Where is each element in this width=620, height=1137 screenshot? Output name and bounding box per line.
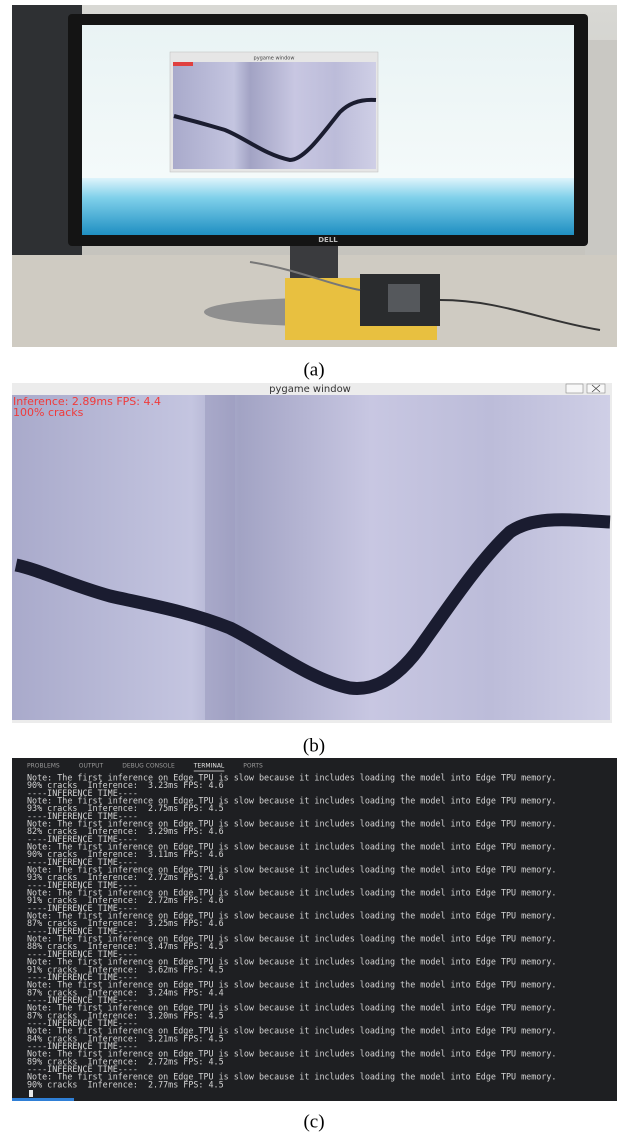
terminal-tab[interactable]: DEBUG CONSOLE (122, 763, 175, 770)
window-title: pygame window (269, 384, 351, 395)
terminal-tab[interactable]: TERMINAL (193, 763, 225, 770)
terminal-tab[interactable]: PORTS (243, 763, 263, 770)
page: {"panels": [ {"caption": "(a)", "screen_… (0, 0, 620, 1137)
heatsink (388, 284, 420, 312)
caption: (c) (303, 1111, 324, 1132)
pygame-window: pygame window Inference: 2.89ms FPS: 4.4… (12, 383, 612, 723)
image-shade (205, 395, 235, 720)
status-bar (12, 1098, 74, 1101)
window-image (173, 62, 376, 169)
caption: (b) (303, 735, 325, 756)
figure: pygame window DELL (a) pygame window Inf… (0, 0, 620, 1137)
terminal-line: 90% cracks Inference: 2.77ms FPS: 4.5 (27, 1079, 224, 1089)
small-pygame-window: pygame window (170, 52, 378, 172)
wall (585, 40, 617, 255)
terminal-tab[interactable]: OUTPUT (79, 763, 104, 770)
photo-panel: pygame window DELL (12, 5, 617, 347)
monitor-brand: DELL (318, 236, 338, 244)
crack-overlay: 100% cracks (13, 406, 84, 419)
terminal-tab[interactable]: PROBLEMS (27, 763, 60, 770)
terminal-panel: PROBLEMS OUTPUT DEBUG CONSOLE TERMINAL PORTS… (12, 758, 617, 1101)
cursor (29, 1090, 33, 1097)
maximize-button[interactable] (566, 384, 583, 393)
caption: (a) (303, 359, 324, 380)
overlay-text-mark (173, 62, 193, 66)
screen-wallpaper (82, 178, 574, 235)
window-title: pygame window (254, 56, 295, 62)
